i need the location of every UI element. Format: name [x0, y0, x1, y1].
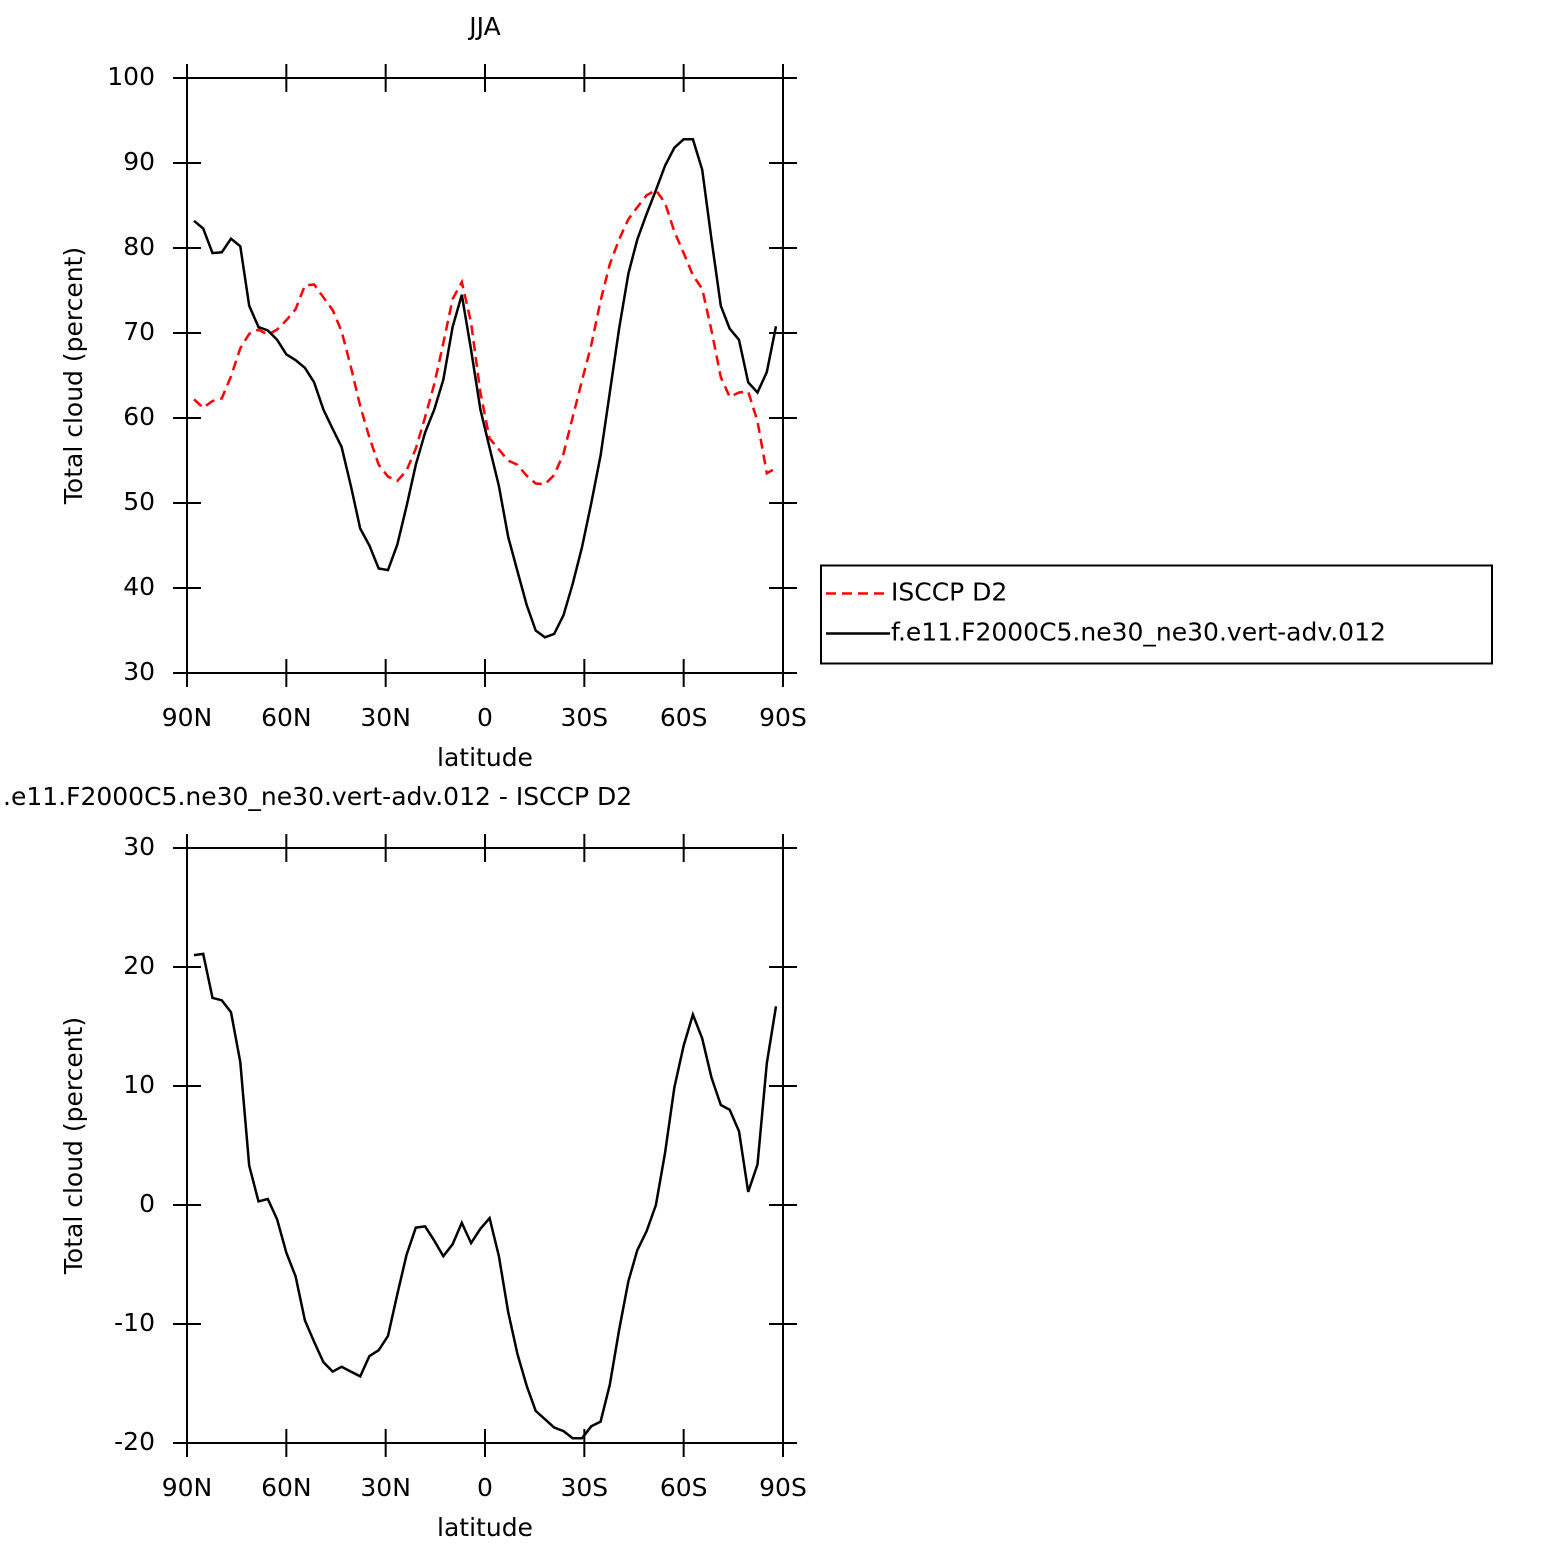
x-axis-label: latitude: [437, 743, 533, 772]
plot-frame: [186, 77, 784, 674]
data-line: [193, 188, 777, 486]
chart-title: .e11.F2000C5.ne30_ne30.vert-adv.012 - IS…: [3, 782, 632, 811]
x-tick-label: 30N: [360, 1473, 411, 1502]
y-tick-label: 30: [123, 832, 155, 861]
x-tick-label: 0: [477, 703, 493, 732]
y-tick-label: 60: [123, 402, 155, 431]
x-tick-label: 90S: [759, 703, 807, 732]
y-tick-label: 0: [139, 1189, 155, 1218]
x-tick-label: 60S: [660, 1473, 708, 1502]
plot-frame: [186, 847, 784, 1444]
legend-label: ISCCP D2: [891, 578, 1007, 607]
y-axis-label: Total cloud (percent): [59, 247, 88, 505]
y-tick-label: 100: [107, 62, 155, 91]
chart-title: JJA: [467, 12, 500, 41]
y-tick-label: 50: [123, 487, 155, 516]
y-tick-label: 40: [123, 572, 155, 601]
x-tick-label: 90N: [162, 703, 213, 732]
y-tick-label: 80: [123, 232, 155, 261]
y-tick-label: 20: [123, 951, 155, 980]
legend-box: [820, 564, 1493, 665]
y-tick-label: -20: [114, 1427, 155, 1456]
legend-label: f.e11.F2000C5.ne30_ne30.vert-adv.012: [891, 618, 1386, 647]
y-axis-label: Total cloud (percent): [59, 1017, 88, 1275]
y-tick-label: 70: [123, 317, 155, 346]
y-tick-label: -10: [114, 1308, 155, 1337]
y-tick-label: 30: [123, 657, 155, 686]
x-tick-label: 30S: [560, 1473, 608, 1502]
x-tick-label: 90N: [162, 1473, 213, 1502]
data-line: [193, 137, 778, 639]
y-tick-label: 10: [123, 1070, 155, 1099]
x-tick-label: 60S: [660, 703, 708, 732]
x-axis-label: latitude: [437, 1513, 533, 1542]
x-tick-label: 60N: [261, 1473, 312, 1502]
x-tick-label: 30N: [360, 703, 411, 732]
x-tick-label: 90S: [759, 1473, 807, 1502]
data-line: [193, 952, 778, 1440]
x-tick-label: 0: [477, 1473, 493, 1502]
x-tick-label: 30S: [560, 703, 608, 732]
y-tick-label: 90: [123, 147, 155, 176]
x-tick-label: 60N: [261, 703, 312, 732]
